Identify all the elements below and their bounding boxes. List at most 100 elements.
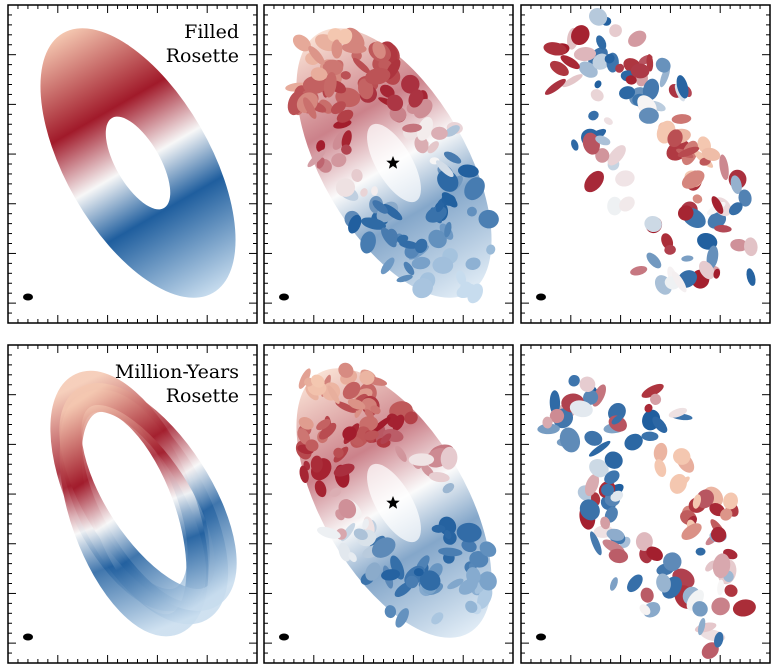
blob [562,74,583,88]
blob [341,42,367,54]
blob [624,433,643,451]
blob [458,578,478,595]
blob [297,428,311,445]
blob [595,135,611,146]
blob [303,97,317,119]
blob [310,374,325,388]
blob [692,194,703,204]
beam [536,633,546,641]
blob [537,423,560,435]
blob [604,451,623,469]
blob [610,490,624,502]
blob [427,141,439,154]
blob [371,537,396,558]
blob [588,110,599,121]
blob [609,24,622,38]
blob [353,528,368,540]
blob [746,268,756,286]
blob [696,489,714,509]
blob [386,94,404,112]
blob [568,374,580,387]
blob [444,125,460,137]
blob [444,530,452,540]
blob [644,403,653,413]
blob [292,34,311,52]
blob [408,89,424,108]
blob [444,221,452,238]
blob [676,75,689,99]
blob [469,551,489,568]
blob [639,604,651,616]
blob [579,376,596,393]
blob [359,370,375,385]
blob [701,642,719,659]
blob [646,252,662,269]
blob [604,470,620,485]
blob [671,271,687,293]
blob [379,84,395,98]
blob [371,186,378,196]
blob [603,117,613,125]
blob [364,409,374,419]
blob [711,597,730,616]
blob [360,231,376,254]
blob [681,170,705,189]
blob [442,483,455,494]
blob [333,447,344,458]
blob [744,237,758,257]
blob [370,405,381,415]
blob [738,189,752,207]
blob [396,274,413,283]
blob [549,408,565,424]
blob [363,430,379,441]
blob [414,238,428,253]
blob [431,126,448,140]
blob [590,89,604,102]
blob [625,75,637,85]
blob [627,574,643,593]
blob [381,569,400,581]
blob [673,448,691,465]
blob [461,539,477,553]
blob [669,473,687,494]
blob [713,268,721,279]
blob [692,601,708,617]
panel [520,4,771,324]
blob [371,417,391,434]
blob [595,148,610,163]
blob [707,211,727,229]
blob [358,78,374,100]
panel-label: Rosette [166,45,239,67]
blob [329,487,342,497]
blob [650,393,662,405]
blob [316,418,331,431]
blob [642,78,660,101]
blob [628,30,647,47]
blob [571,139,579,151]
map [537,374,756,659]
blob [615,63,625,73]
map [543,8,758,295]
hole [105,116,171,210]
blob [338,362,354,378]
blob [671,114,692,124]
blob [298,417,314,430]
blob [652,416,668,433]
blob [596,35,607,50]
blob [730,238,748,252]
blob [584,170,604,193]
blob [405,575,419,589]
blob [466,206,477,217]
blob [432,256,454,274]
blob [723,492,738,510]
beam [23,293,33,301]
blob [412,278,433,299]
blob [720,508,733,521]
blob [711,196,724,214]
blob [571,25,590,46]
blob [667,129,683,148]
blob [608,548,629,564]
blob [316,140,326,153]
